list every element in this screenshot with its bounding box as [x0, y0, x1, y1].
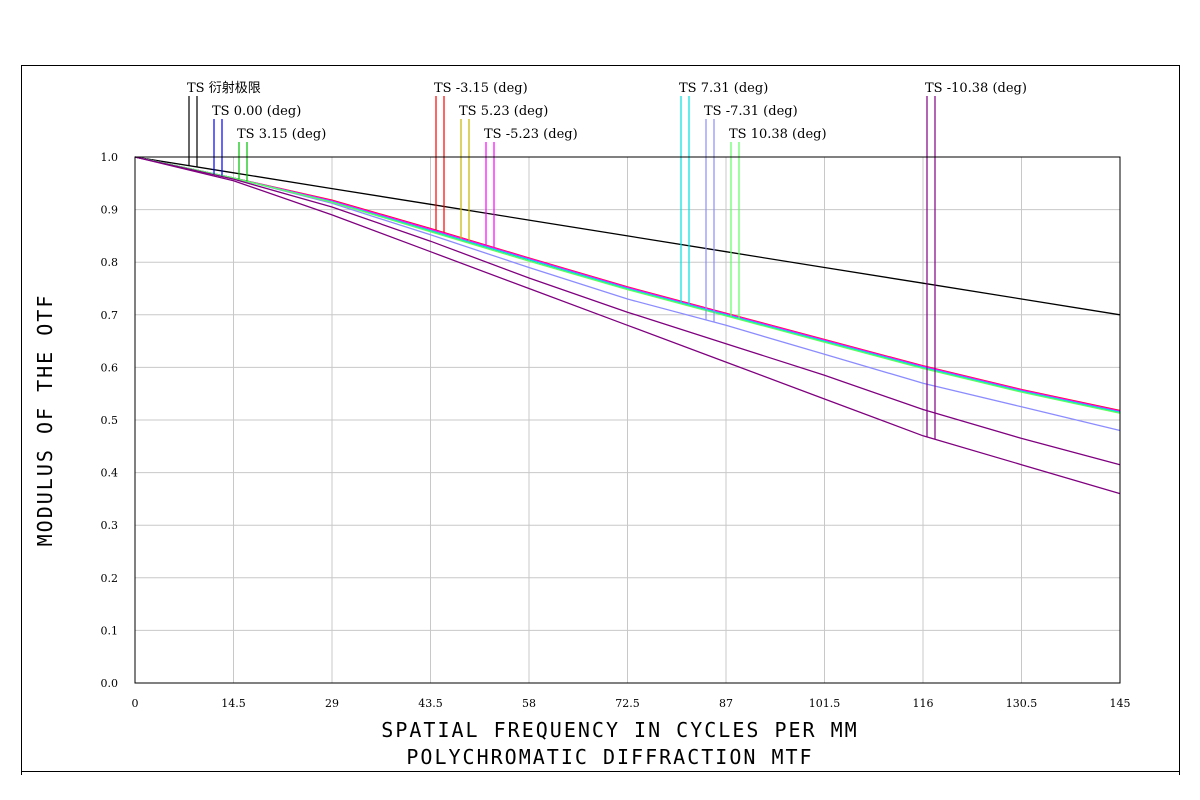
- y-tick-label: 0.6: [101, 361, 119, 374]
- series-line: [134, 156, 1121, 414]
- series-line: [134, 156, 1121, 316]
- grid: [135, 157, 1120, 683]
- y-tick-label: 0.5: [101, 414, 119, 427]
- y-axis-title: MODULUS OF THE OTF: [33, 294, 57, 547]
- x-tick-label: 14.5: [221, 697, 246, 710]
- x-tick-label: 0: [132, 697, 139, 710]
- legend-labels: TS 衍射极限 TS 0.00 (deg) TS 3.15 (deg) TS -3.1…: [187, 80, 1027, 142]
- x-tick-label: 29: [325, 697, 339, 710]
- legend-markers: [188, 96, 936, 440]
- series-line: [134, 156, 1121, 495]
- x-tick-label: 72.5: [615, 697, 640, 710]
- legend-label: TS -3.15 (deg): [434, 81, 528, 96]
- legend-label: TS -7.31 (deg): [704, 104, 798, 119]
- series-lines: [134, 156, 1121, 495]
- x-tick-label: 130.5: [1006, 697, 1038, 710]
- y-tick-label: 0.1: [101, 624, 119, 637]
- y-tick-label: 0.7: [101, 309, 119, 322]
- x-tick-labels: 0 14.5 29 43.5 58 72.5 87 101.5 116 130.5 145: [132, 697, 1131, 710]
- series-line: [134, 156, 1121, 466]
- chart-frame: [21, 65, 1180, 775]
- legend-label: TS 10.38 (deg): [729, 127, 827, 142]
- chart-title: POLYCHROMATIC DIFFRACTION MTF: [406, 745, 813, 769]
- legend-label: TS -5.23 (deg): [484, 127, 578, 142]
- y-tick-label: 0.4: [101, 467, 119, 480]
- y-tick-label: 0.8: [101, 256, 119, 269]
- y-tick-label: 1.0: [101, 151, 119, 164]
- footer-line: [21, 771, 1180, 772]
- x-tick-label: 101.5: [809, 697, 841, 710]
- legend-label: TS 7.31 (deg): [679, 81, 768, 96]
- y-tick-label: 0.2: [101, 572, 119, 585]
- x-tick-label: 58: [522, 697, 536, 710]
- x-tick-label: 43.5: [418, 697, 443, 710]
- y-tick-label: 0.0: [101, 677, 119, 690]
- x-tick-label: 87: [719, 697, 733, 710]
- series-line: [134, 156, 1121, 432]
- y-tick-labels: 0.0 0.1 0.2 0.3 0.4 0.5 0.6 0.7 0.8 0.9 1.0: [101, 151, 119, 690]
- x-tick-label: 116: [913, 697, 934, 710]
- x-tick-label: 145: [1110, 697, 1131, 710]
- legend-label: TS -10.38 (deg): [925, 81, 1027, 96]
- plot-area-border: [134, 156, 1121, 684]
- x-axis-title: SPATIAL FREQUENCY IN CYCLES PER MM: [381, 718, 858, 742]
- y-tick-label: 0.9: [101, 204, 119, 217]
- legend-label: TS 3.15 (deg): [237, 127, 326, 142]
- legend-label: TS 衍射极限: [187, 80, 261, 96]
- legend-label: TS 0.00 (deg): [212, 104, 301, 119]
- y-tick-label: 0.3: [101, 519, 119, 532]
- legend-label: TS 5.23 (deg): [459, 104, 548, 119]
